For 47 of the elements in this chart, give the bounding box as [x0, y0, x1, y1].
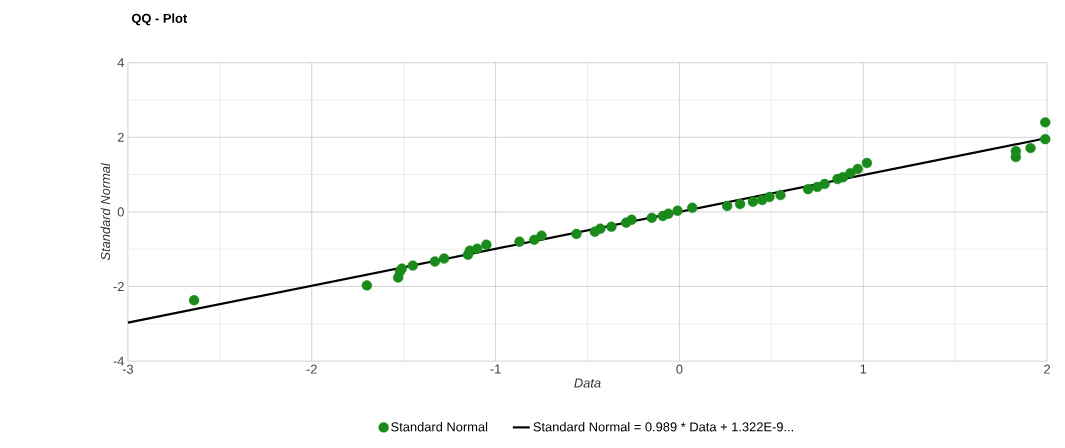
- point: [472, 243, 483, 255]
- point: [819, 178, 830, 190]
- x-tick-label: -2: [306, 364, 317, 374]
- legend-label: Standard Normal = 0.989 * Data + 1.322E-9...: [533, 422, 794, 432]
- point: [626, 214, 637, 226]
- point: [646, 212, 657, 224]
- x-tick-label: -3: [122, 364, 134, 374]
- point: [361, 280, 373, 291]
- point: [747, 196, 759, 208]
- point: [734, 199, 746, 210]
- chart-title: QQ - Plot: [131, 13, 188, 26]
- point: [571, 228, 582, 240]
- point: [672, 205, 683, 217]
- point: [481, 239, 492, 251]
- point: [1025, 143, 1036, 154]
- point: [514, 236, 525, 248]
- x-tick-label: 1: [860, 364, 867, 374]
- point: [852, 164, 863, 175]
- legend-label: Standard Normal: [391, 422, 488, 432]
- point: [663, 208, 674, 220]
- point: [1040, 134, 1051, 145]
- point: [1040, 117, 1051, 128]
- x-tick-label: -1: [490, 364, 501, 374]
- point: [764, 191, 775, 203]
- point: [606, 221, 617, 233]
- y-axis-title: Standard Normal: [100, 163, 111, 261]
- point: [687, 202, 698, 214]
- point: [438, 253, 450, 264]
- y-tick-label: 4: [117, 58, 125, 68]
- x-axis-title: Data: [574, 378, 601, 388]
- point: [407, 260, 418, 271]
- y-tick-label: 0: [117, 207, 124, 217]
- y-tick-label: -4: [113, 356, 125, 366]
- y-tick-label: -2: [113, 282, 124, 292]
- point: [775, 190, 786, 201]
- point: [529, 234, 540, 246]
- x-tick-label: 0: [676, 364, 683, 374]
- point: [429, 256, 441, 267]
- point: [595, 223, 606, 234]
- point: [845, 168, 856, 179]
- point: [802, 184, 814, 195]
- point: [722, 200, 733, 212]
- point: [536, 230, 547, 242]
- point: [188, 295, 200, 306]
- x-tick-label: 2: [1044, 364, 1051, 374]
- y-tick-label: 2: [117, 132, 124, 142]
- point: [861, 158, 873, 169]
